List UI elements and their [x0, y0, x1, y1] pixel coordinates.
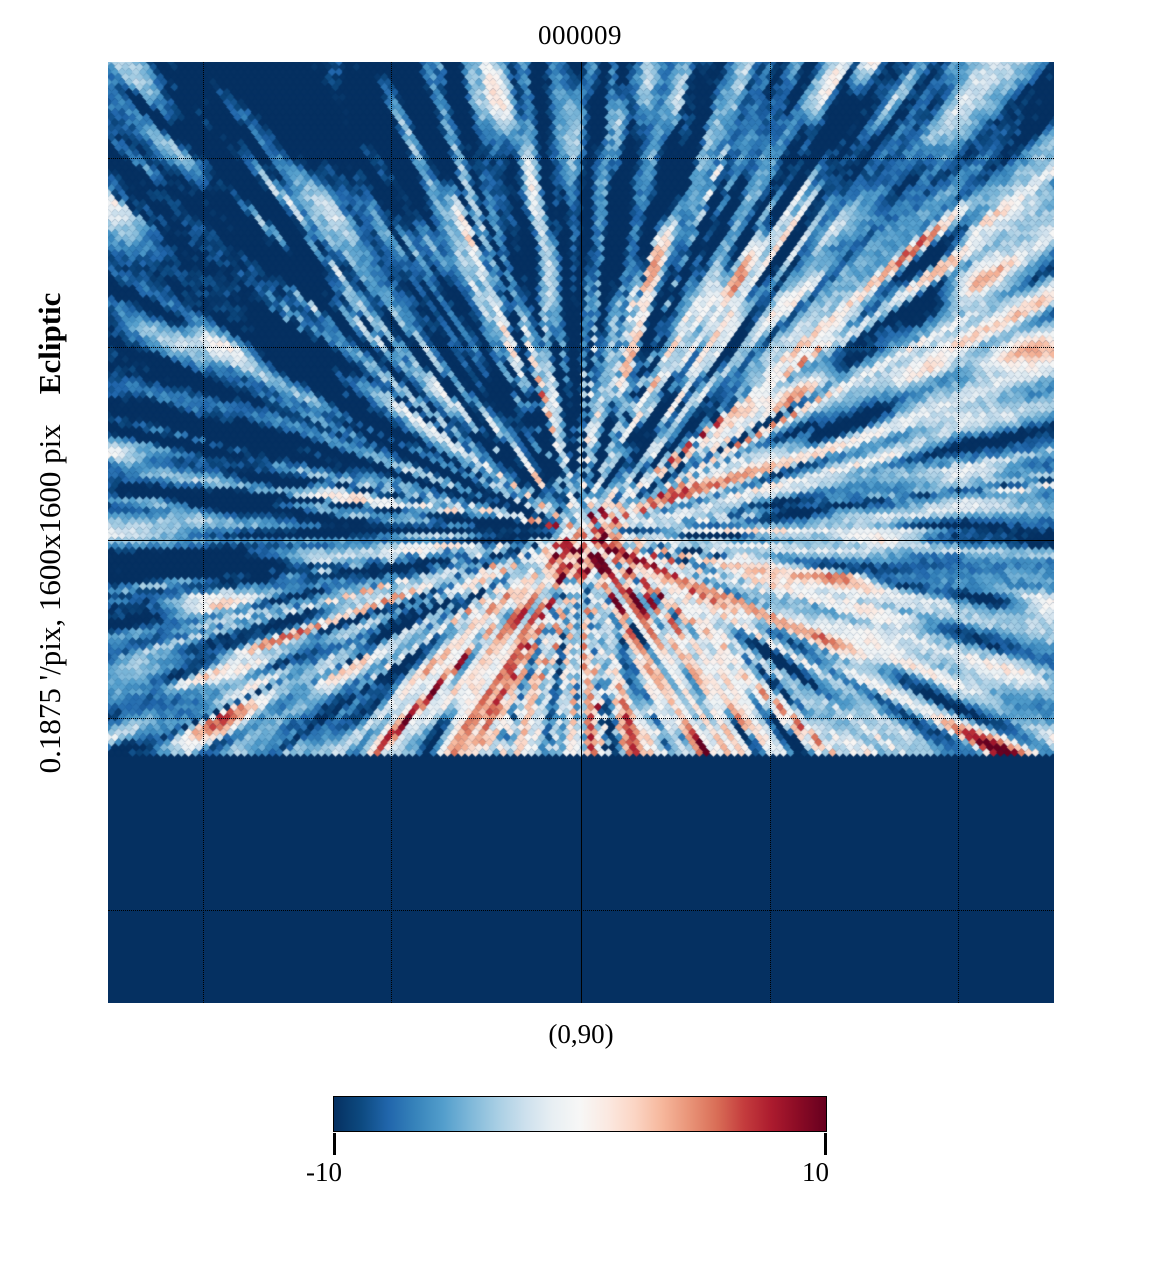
- colorbar-label-min: -10: [306, 1157, 342, 1187]
- colorbar[interactable]: -10 10: [306, 1096, 829, 1187]
- y-axis-label-scale: 0.1875 '/pix, 1600x1600 pix: [32, 423, 67, 773]
- sky-map-canvas[interactable]: [108, 62, 1054, 1003]
- y-axis-label: 0.1875 '/pix, 1600x1600 pix Ecliptic: [30, 292, 70, 773]
- sky-map-panel[interactable]: [108, 62, 1054, 1003]
- colorbar-tick-max: [824, 1133, 827, 1155]
- y-axis-label-frame: Ecliptic: [32, 292, 67, 394]
- colorbar-gradient: [334, 1097, 826, 1131]
- page-title: 000009: [538, 20, 622, 50]
- colorbar-tick-min: [333, 1133, 336, 1155]
- x-axis-label: (0,90): [548, 1019, 614, 1049]
- colorbar-label-max: 10: [802, 1157, 829, 1187]
- colorbar-bar[interactable]: [333, 1096, 827, 1132]
- y-axis-label-wrap: 0.1875 '/pix, 1600x1600 pix Ecliptic: [0, 62, 100, 1003]
